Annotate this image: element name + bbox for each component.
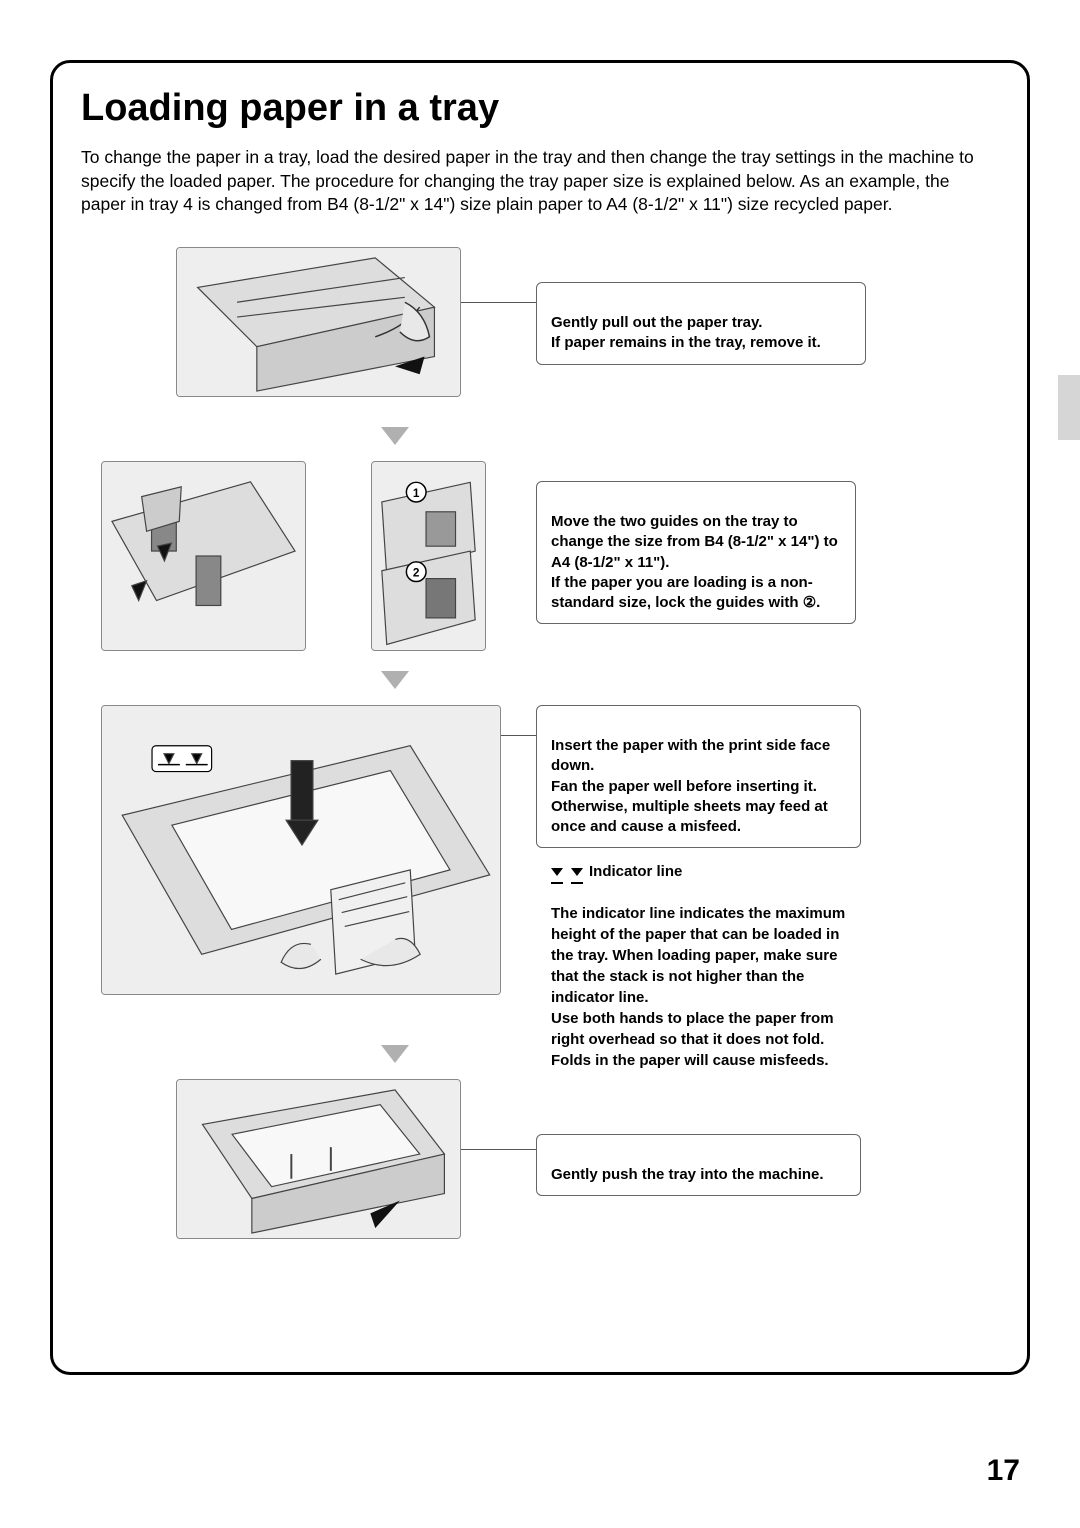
svg-text:2: 2 xyxy=(413,567,420,580)
page-number: 17 xyxy=(987,1454,1020,1488)
step-2-text: Move the two guides on the tray to chang… xyxy=(551,513,838,611)
step-2-illustration-b: 1 2 xyxy=(371,461,486,651)
step-3-text: Insert the paper with the print side fac… xyxy=(551,737,830,835)
indicator-body: The indicator line indicates the maximum… xyxy=(551,905,845,1069)
svg-text:1: 1 xyxy=(413,487,420,500)
down-arrow-icon xyxy=(381,671,409,689)
step-4-illustration xyxy=(176,1079,461,1239)
step-3-illustration xyxy=(101,705,501,995)
down-arrow-icon xyxy=(381,1045,409,1063)
connector-line xyxy=(501,735,536,736)
step-4-callout: Gently push the tray into the machine. xyxy=(536,1134,861,1197)
step-1-text: Gently pull out the paper tray. If paper… xyxy=(551,314,821,351)
step-1-callout: Gently pull out the paper tray. If paper… xyxy=(536,282,866,365)
step-1: Gently pull out the paper tray. If paper… xyxy=(81,247,999,417)
indicator-label: Indicator line xyxy=(589,863,682,880)
step-3-indicator-note: Indicator line The indicator line indica… xyxy=(551,840,866,1071)
step-3-callout: Insert the paper with the print side fac… xyxy=(536,705,861,849)
down-arrow-icon xyxy=(381,427,409,445)
step-4-text: Gently push the tray into the machine. xyxy=(551,1166,824,1183)
step-2-callout: Move the two guides on the tray to chang… xyxy=(536,481,856,625)
page-frame: Loading paper in a tray To change the pa… xyxy=(50,60,1030,1375)
page-title: Loading paper in a tray xyxy=(81,87,999,130)
section-tab xyxy=(1058,375,1080,440)
connector-line xyxy=(461,1149,536,1150)
connector-line xyxy=(461,302,536,303)
step-1-illustration xyxy=(176,247,461,397)
tray-pull-illustration xyxy=(177,248,460,396)
indicator-line-icon xyxy=(551,868,583,876)
steps-container: Gently pull out the paper tray. If paper… xyxy=(81,247,999,1249)
intro-paragraph: To change the paper in a tray, load the … xyxy=(81,146,999,217)
step-2: 1 2 Move the two guides on the tray to c… xyxy=(81,461,999,661)
step-3: Insert the paper with the print side fac… xyxy=(81,705,999,1035)
step-4: Gently push the tray into the machine. xyxy=(81,1079,999,1249)
step-2-illustration-a xyxy=(101,461,306,651)
